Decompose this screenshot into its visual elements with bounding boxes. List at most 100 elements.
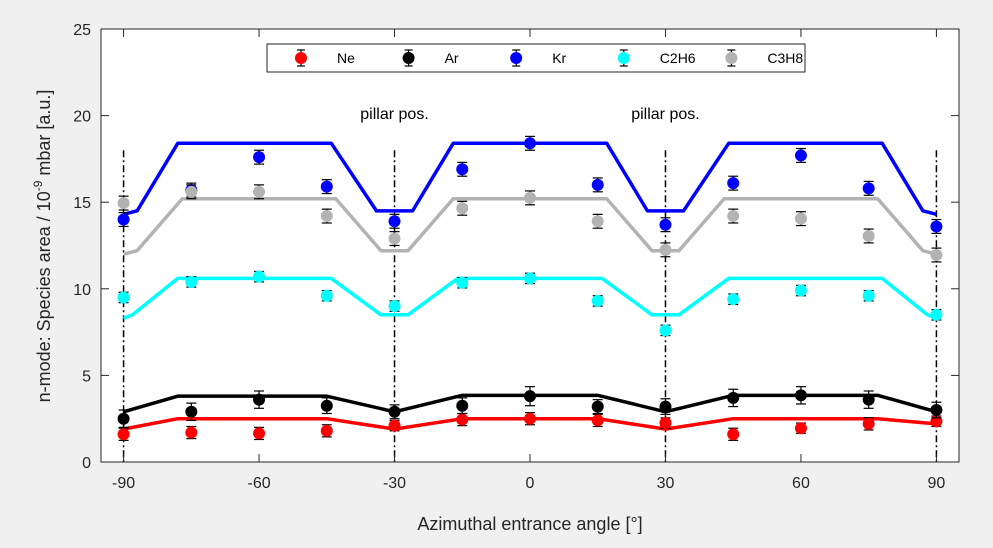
data-point: [117, 428, 130, 441]
series-ar: [117, 386, 943, 428]
x-tick-label: 0: [526, 475, 535, 492]
legend-label: C3H8: [767, 50, 803, 66]
y-tick-label: 15: [73, 195, 91, 212]
data-point: [253, 393, 266, 406]
legend-marker: [510, 52, 523, 64]
data-point: [524, 272, 536, 285]
legend-marker: [617, 52, 630, 64]
data-point: [388, 419, 401, 432]
y-tick-label: 25: [73, 22, 91, 39]
data-point: [253, 185, 266, 198]
legend-box: [266, 43, 806, 73]
x-tick-label: 60: [792, 475, 810, 492]
y-tick-label: 20: [73, 109, 91, 126]
data-point: [659, 218, 672, 231]
data-point: [794, 149, 807, 162]
data-point: [727, 293, 740, 306]
data-point: [794, 389, 807, 402]
y-axis-label-exponent: -9: [31, 180, 45, 191]
data-point: [253, 270, 266, 283]
data-point: [524, 137, 536, 150]
data-points: [117, 135, 943, 441]
x-tick-label: 90: [928, 475, 946, 492]
data-point: [117, 197, 130, 210]
data-point: [659, 417, 672, 430]
y-tick-label: 0: [82, 455, 91, 472]
y-tick-label: 10: [73, 282, 91, 299]
data-point: [930, 308, 943, 321]
data-point: [727, 391, 740, 404]
data-point: [794, 284, 807, 297]
x-axis-label: Azimuthal entrance angle [°]: [417, 514, 642, 534]
axes: -90 -60 -30 0 30 60 90 0 5 10 15 20 25: [73, 22, 959, 492]
series-c2h6: [117, 270, 943, 337]
pillar-annotation: pillar pos.: [360, 106, 428, 123]
legend-label: Ar: [445, 50, 459, 66]
x-tick-label: -30: [383, 475, 406, 492]
data-point: [727, 177, 740, 190]
data-point: [524, 191, 536, 204]
data-point: [185, 275, 198, 288]
data-point: [862, 417, 875, 430]
data-point: [456, 399, 469, 412]
legend: Ne Ar Kr C2H6 C3H8: [266, 43, 806, 73]
data-point: [185, 426, 198, 439]
pillar-annotation: pillar pos.: [631, 106, 699, 123]
y-tick-label: 5: [82, 368, 91, 385]
data-point: [591, 400, 604, 413]
x-tick-label: -60: [247, 475, 270, 492]
data-point: [727, 210, 740, 223]
data-point: [591, 294, 604, 307]
series-ne: [117, 412, 943, 441]
data-point: [456, 163, 469, 176]
legend-marker: [402, 52, 415, 64]
data-point: [456, 202, 469, 215]
data-point: [117, 412, 130, 425]
data-point: [659, 243, 672, 256]
data-point: [388, 215, 401, 228]
data-point: [320, 180, 333, 193]
data-point: [524, 390, 536, 403]
data-point: [253, 151, 266, 164]
annotations: pillar pos. pillar pos.: [360, 106, 699, 123]
y-axis-label-unit: mbar [a.u.]: [34, 90, 54, 181]
data-point: [388, 232, 401, 245]
data-point: [456, 413, 469, 426]
legend-marker: [725, 52, 738, 64]
data-point: [862, 182, 875, 195]
data-point: [591, 414, 604, 427]
data-point: [320, 424, 333, 437]
legend-label: Ne: [337, 50, 355, 66]
data-point: [930, 249, 943, 262]
x-tick-label: -90: [112, 475, 135, 492]
data-point: [185, 185, 198, 198]
data-point: [930, 404, 943, 417]
legend-label: Kr: [552, 50, 566, 66]
legend-label: C2H6: [660, 50, 696, 66]
data-point: [794, 422, 807, 435]
data-point: [862, 393, 875, 406]
data-point: [862, 229, 875, 242]
data-point: [388, 405, 401, 418]
legend-marker: [295, 52, 307, 64]
data-point: [320, 289, 333, 302]
data-point: [320, 399, 333, 412]
data-point: [185, 405, 198, 418]
data-point: [862, 289, 875, 302]
data-point: [253, 427, 266, 440]
data-point: [591, 215, 604, 228]
data-point: [659, 400, 672, 413]
data-point: [524, 412, 536, 425]
x-tick-label: 30: [657, 475, 675, 492]
data-point: [794, 212, 807, 225]
data-point: [117, 213, 130, 226]
data-point: [388, 300, 401, 313]
data-point: [456, 276, 469, 289]
data-point: [930, 220, 943, 233]
data-point: [117, 291, 130, 304]
y-axis-label: n-mode: Species area / 10-9 mbar [a.u.]: [31, 90, 54, 403]
series-c3h8: [117, 184, 943, 263]
data-point: [320, 210, 333, 223]
data-point: [727, 428, 740, 441]
